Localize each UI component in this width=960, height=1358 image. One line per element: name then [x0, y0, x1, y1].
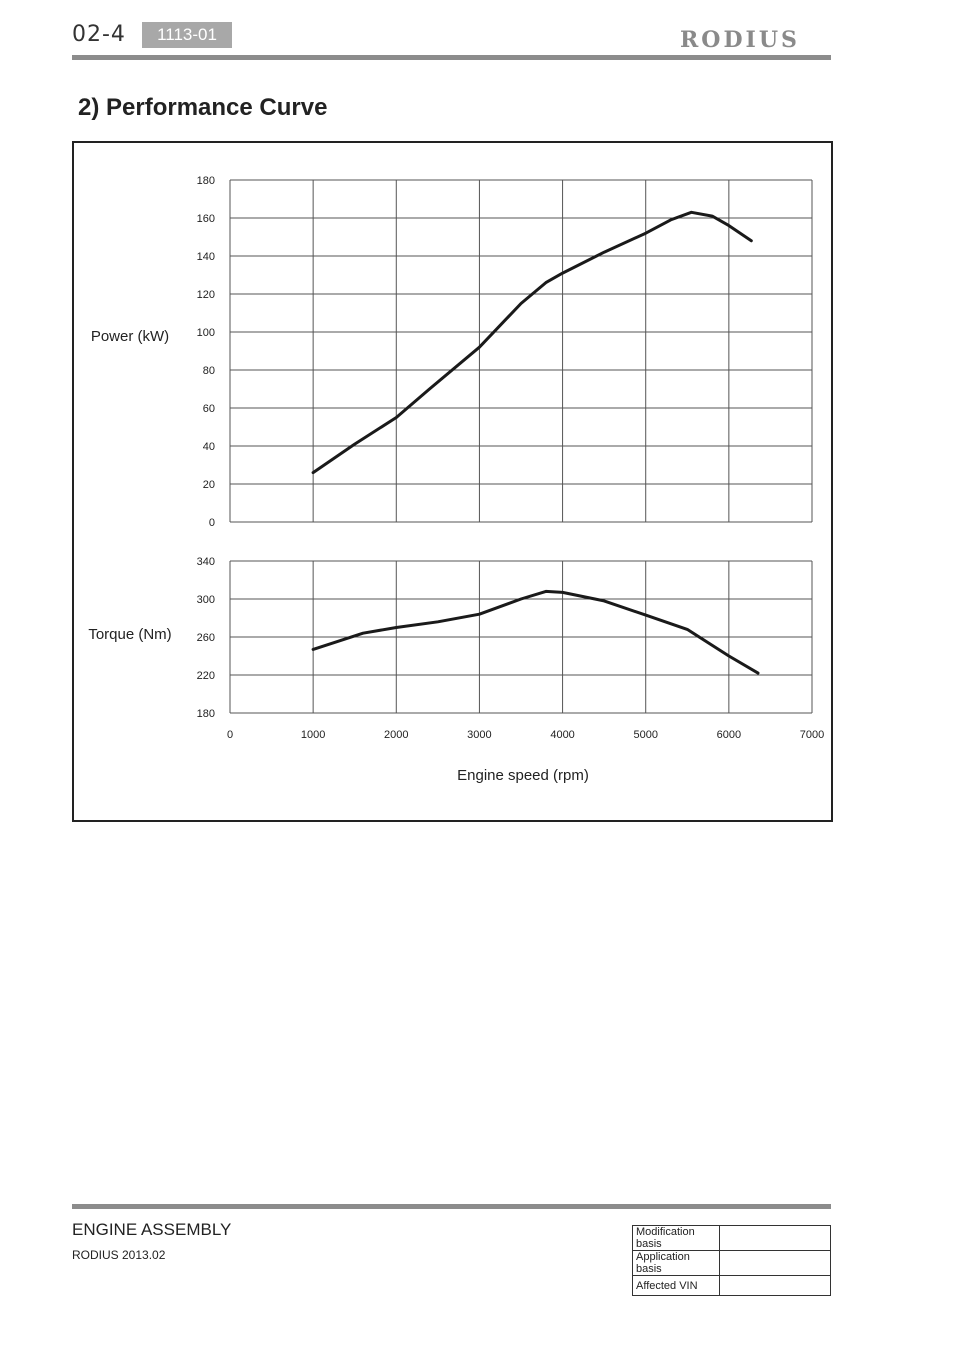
power-y-tick-label: 20 [203, 479, 215, 491]
power-y-tick-label: 80 [203, 365, 215, 377]
power-chart: 0 20 40 60 80 100 120 140 160 180 Power (kW) [91, 175, 813, 529]
performance-chart: 0 20 40 60 80 100 120 140 160 180 Power (kW) 180 22… [88, 175, 824, 784]
section-code-badge: 1113-01 [142, 22, 232, 48]
basis-value [719, 1275, 831, 1296]
basis-row: Affected VIN [632, 1275, 831, 1296]
power-y-tick-label: 40 [203, 441, 215, 453]
power-y-tick-label: 160 [197, 213, 215, 225]
section-title: 2) Performance Curve [78, 94, 328, 121]
basis-row: Modification basis [632, 1225, 831, 1251]
header-divider [72, 55, 831, 60]
footer-title: ENGINE ASSEMBLY [72, 1220, 232, 1239]
torque-y-tick-label: 260 [197, 632, 215, 644]
basis-label: Affected VIN [632, 1275, 720, 1296]
x-tick-label: 7000 [800, 729, 824, 741]
page-number: 02-4 [72, 22, 126, 47]
power-y-tick-label: 100 [197, 327, 215, 339]
basis-label: Modification basis [632, 1225, 720, 1251]
torque-y-axis-label: Torque (Nm) [88, 626, 171, 643]
footer-subtitle: RODIUS 2013.02 [72, 1248, 166, 1262]
x-tick-label: 6000 [717, 729, 741, 741]
performance-chart-frame: 0 20 40 60 80 100 120 140 160 180 Power (kW) 180 22… [72, 141, 833, 822]
basis-table: Modification basis Application basis Aff… [632, 1225, 831, 1296]
brand-logo: RODIUS [680, 27, 800, 53]
torque-chart: 180 220 260 300 340 Torque (Nm) [88, 556, 813, 720]
torque-y-tick-label: 180 [197, 708, 215, 720]
basis-value [719, 1225, 831, 1251]
torque-y-tick-label: 300 [197, 594, 215, 606]
power-y-tick-label: 140 [197, 251, 215, 263]
x-tick-label: 3000 [467, 729, 491, 741]
power-y-tick-label: 0 [209, 517, 215, 529]
torque-y-tick-label: 220 [197, 670, 215, 682]
power-curve [311, 210, 753, 475]
x-axis-label: Engine speed (rpm) [457, 767, 589, 784]
power-y-tick-label: 180 [197, 175, 215, 187]
power-y-tick-label: 60 [203, 403, 215, 415]
torque-curve [311, 589, 760, 675]
basis-value [719, 1250, 831, 1276]
x-tick-label: 2000 [384, 729, 408, 741]
x-tick-label: 1000 [301, 729, 325, 741]
footer-divider [72, 1204, 831, 1209]
basis-row: Application basis [632, 1250, 831, 1276]
x-tick-label: 5000 [633, 729, 657, 741]
x-tick-label: 4000 [550, 729, 574, 741]
power-y-tick-label: 120 [197, 289, 215, 301]
x-axis: 0 1000 2000 3000 4000 5000 6000 7000 Engine spee… [227, 729, 824, 784]
power-y-axis-label: Power (kW) [91, 328, 169, 345]
torque-y-tick-label: 340 [197, 556, 215, 568]
basis-label: Application basis [632, 1250, 720, 1276]
x-tick-label: 0 [227, 729, 233, 741]
